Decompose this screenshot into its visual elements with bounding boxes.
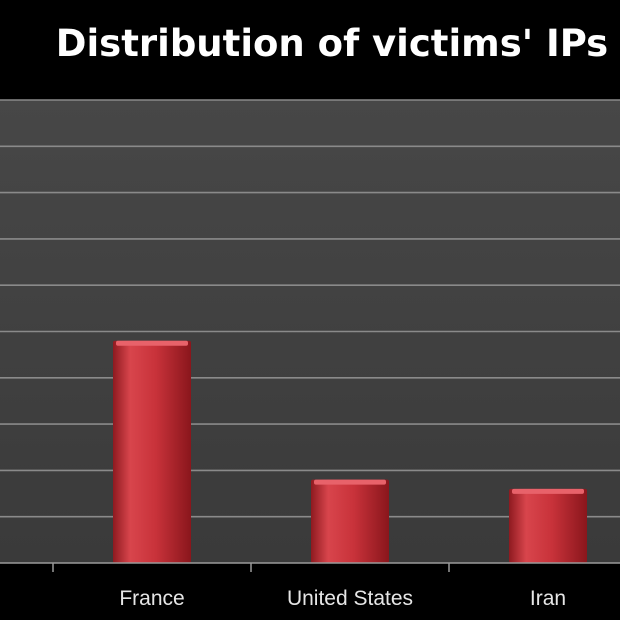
bar — [509, 488, 587, 563]
x-tick-label: Iran — [530, 587, 566, 610]
bar — [113, 340, 191, 563]
x-axis-ticks — [52, 563, 450, 572]
bar — [311, 479, 389, 563]
bars — [113, 340, 587, 563]
bar-bevel — [116, 340, 188, 346]
chart-title: Distribution of victims' IPs — [56, 22, 608, 65]
bar-body — [311, 479, 389, 563]
bar-body — [509, 488, 587, 563]
x-axis-labels: France United States Iran — [119, 587, 566, 610]
x-tick-label: France — [119, 587, 184, 610]
bar-body — [113, 340, 191, 563]
bar-bevel — [512, 488, 584, 494]
x-tick-label: United States — [287, 587, 413, 610]
gridlines — [0, 99, 620, 518]
bar-bevel — [314, 479, 386, 485]
